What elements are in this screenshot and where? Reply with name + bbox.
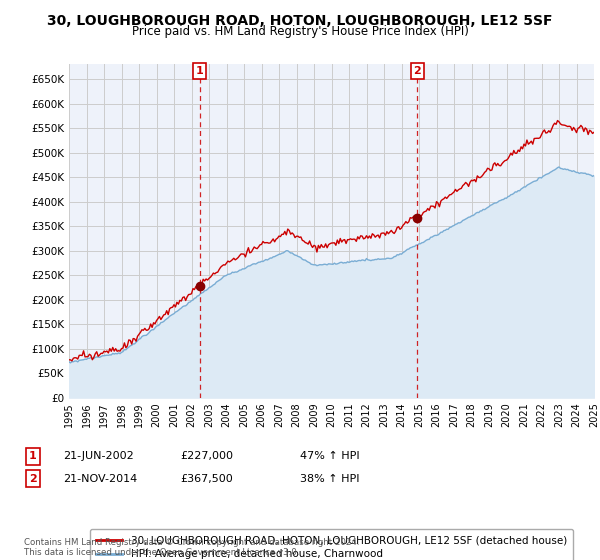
Text: £367,500: £367,500 [180, 474, 233, 484]
Text: Contains HM Land Registry data © Crown copyright and database right 2024.
This d: Contains HM Land Registry data © Crown c… [24, 538, 359, 557]
Text: Price paid vs. HM Land Registry's House Price Index (HPI): Price paid vs. HM Land Registry's House … [131, 25, 469, 38]
Text: 30, LOUGHBOROUGH ROAD, HOTON, LOUGHBOROUGH, LE12 5SF: 30, LOUGHBOROUGH ROAD, HOTON, LOUGHBOROU… [47, 14, 553, 28]
Text: £227,000: £227,000 [180, 451, 233, 461]
Text: 1: 1 [196, 66, 203, 76]
Legend: 30, LOUGHBOROUGH ROAD, HOTON, LOUGHBOROUGH, LE12 5SF (detached house), HPI: Aver: 30, LOUGHBOROUGH ROAD, HOTON, LOUGHBOROU… [90, 529, 573, 560]
Text: 2: 2 [413, 66, 421, 76]
Text: 47% ↑ HPI: 47% ↑ HPI [300, 451, 359, 461]
Text: 21-NOV-2014: 21-NOV-2014 [63, 474, 137, 484]
Text: 21-JUN-2002: 21-JUN-2002 [63, 451, 134, 461]
Text: 2: 2 [29, 474, 37, 484]
Text: 38% ↑ HPI: 38% ↑ HPI [300, 474, 359, 484]
Text: 1: 1 [29, 451, 37, 461]
